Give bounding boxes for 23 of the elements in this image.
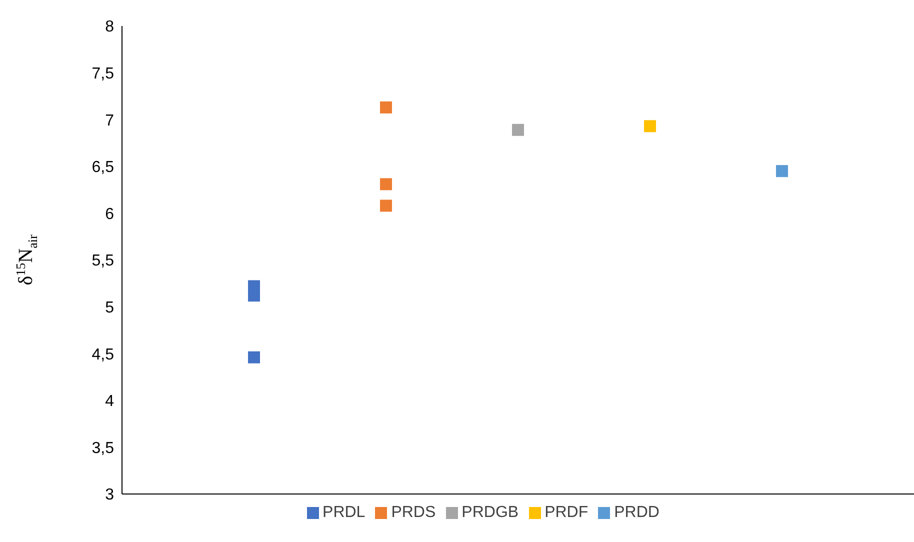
y-tick-label: 4 [105, 393, 114, 410]
point [776, 165, 788, 178]
y-tick-label: 7,5 [92, 65, 114, 82]
point [380, 178, 392, 190]
y-tick-label: 8 [105, 18, 114, 36]
y-tick-label: 3,5 [92, 440, 114, 457]
y-tick-label: 6 [105, 206, 114, 223]
point [380, 101, 392, 114]
legend-label: PRDS [391, 504, 436, 521]
point [380, 200, 392, 212]
point [512, 124, 524, 136]
point [644, 120, 656, 132]
y-tick-label: 5 [105, 299, 114, 316]
y-tick-label: 7 [105, 112, 114, 130]
legend-label: PRDGB [462, 504, 519, 521]
y-tick-label: 4,5 [92, 346, 114, 364]
legend-label: PRDL [322, 504, 366, 521]
legend-label: PRDF [544, 504, 588, 521]
y-tick-label: 3 [105, 486, 114, 504]
y-tick-label: 6,5 [92, 159, 114, 176]
y-tick-label: 5,5 [92, 252, 114, 270]
point [248, 351, 260, 364]
legend-label: PRDD [614, 504, 660, 521]
